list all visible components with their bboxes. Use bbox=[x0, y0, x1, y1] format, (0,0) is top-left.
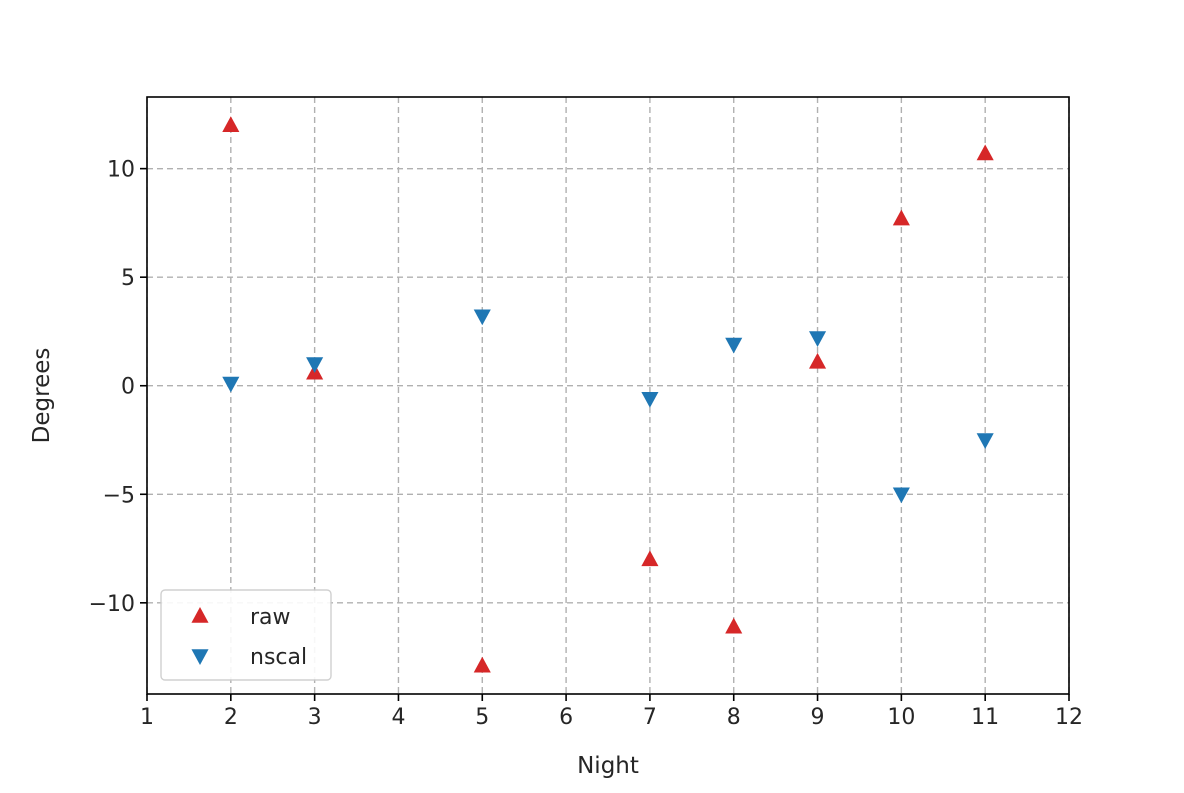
x-tick-label: 1 bbox=[140, 705, 154, 730]
legend-marker-nscal bbox=[191, 649, 209, 665]
point-nscal bbox=[725, 337, 743, 354]
legend-label-raw: raw bbox=[250, 605, 291, 630]
x-tick-label: 4 bbox=[391, 705, 405, 730]
point-nscal bbox=[976, 433, 994, 450]
legend-marker-raw bbox=[191, 607, 209, 623]
point-raw bbox=[808, 352, 827, 369]
axes-frame bbox=[146, 96, 1070, 695]
y-tick-label: −5 bbox=[103, 483, 135, 508]
x-tick-label: 6 bbox=[559, 705, 573, 730]
point-nscal bbox=[473, 309, 491, 326]
y-tick-label: 10 bbox=[107, 158, 135, 183]
point-raw bbox=[725, 617, 743, 634]
point-raw bbox=[976, 144, 994, 161]
legend: raw nscal bbox=[160, 589, 332, 681]
point-nscal bbox=[641, 392, 659, 408]
x-tick-label: 2 bbox=[224, 705, 238, 730]
point-nscal bbox=[808, 331, 827, 347]
point-nscal bbox=[892, 487, 910, 504]
y-tick-label: 0 bbox=[121, 375, 135, 400]
y-axis-title: Degrees bbox=[29, 348, 55, 444]
x-tick-label: 9 bbox=[811, 705, 825, 730]
y-tick-label: 5 bbox=[121, 266, 135, 291]
point-raw bbox=[222, 116, 240, 132]
x-tick-label: 3 bbox=[308, 705, 322, 730]
x-axis-title: Night bbox=[577, 753, 639, 779]
plot-marks bbox=[222, 116, 994, 673]
x-tick-label: 10 bbox=[887, 705, 915, 730]
x-tick-label: 5 bbox=[475, 705, 489, 730]
legend-label-nscal: nscal bbox=[250, 645, 307, 670]
y-tick-label: −10 bbox=[89, 592, 135, 617]
point-nscal bbox=[222, 376, 240, 393]
x-tick-label: 12 bbox=[1055, 705, 1083, 730]
x-tick-label: 7 bbox=[643, 705, 657, 730]
x-tick-label: 11 bbox=[971, 705, 999, 730]
point-raw bbox=[892, 209, 910, 226]
point-raw bbox=[473, 656, 491, 673]
point-nscal bbox=[306, 357, 324, 374]
point-raw bbox=[641, 550, 659, 567]
x-tick-label: 8 bbox=[727, 705, 741, 730]
